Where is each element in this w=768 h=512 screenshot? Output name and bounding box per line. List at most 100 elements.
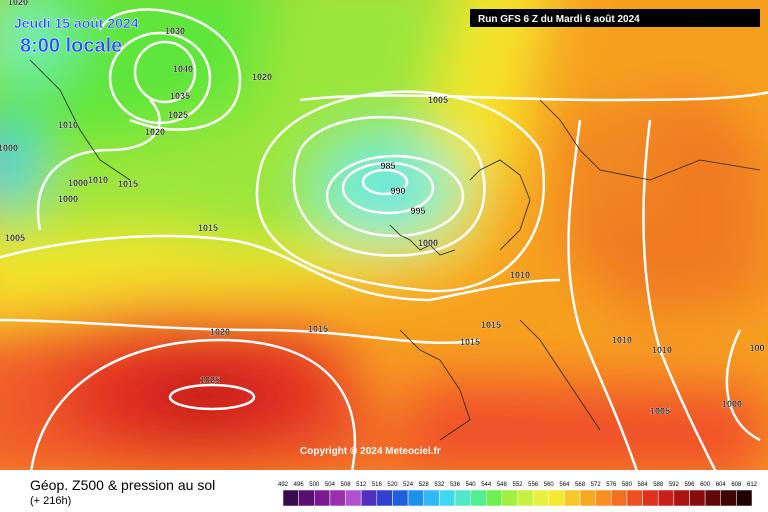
coastlines [29,59,761,441]
scale-cell [329,489,346,507]
scale-label: 548 [497,482,508,488]
isobar-label: 1035 [170,91,190,101]
scale-label: 500 [309,482,320,488]
scale-label: 576 [606,482,617,488]
scale-cell [423,489,440,507]
isobar-label: 1015 [118,179,138,189]
scale-cell [532,489,550,507]
scale-label: 592 [669,482,680,488]
scale-cell [611,489,628,507]
scale-label: 532 [434,482,445,488]
scale-label: 584 [638,482,649,488]
isobar-label: 990 [390,186,405,196]
isobar-label: 1005 [5,233,25,243]
scale-cell [298,489,315,507]
scale-cell [454,489,471,507]
isobar-label: 1015 [481,320,501,330]
isobar-label: 1025 [168,110,188,120]
time-text: 8:00 locale [20,35,122,57]
copyright: Copyright © 2024 Meteociel.fr [300,446,441,457]
isobar-label: 1000 [418,238,438,248]
scale-label: 552 [512,482,523,488]
scale-label: 600 [700,482,711,488]
scale-label: 504 [325,482,336,488]
scale-label: 608 [731,482,742,488]
isobar-label: 995 [410,206,425,216]
scale-label: 540 [466,482,477,488]
isobar-label: 1020 [210,327,230,337]
scale-cell [439,489,456,507]
scale-cell [517,489,534,507]
scale-label: 588 [653,482,664,488]
isobar-labels: 1020103010401035102510201010102010001000… [0,0,765,416]
scale-cell [626,489,643,507]
scale-label: 508 [341,482,352,488]
isobar-label: 1030 [165,26,185,36]
scale-label: 536 [450,482,461,488]
color-scale: 492 496 500 504 508 512 516 520 524 528 532 536 540 5… [278,482,758,507]
scale-label: 520 [387,482,398,488]
scale-label: 596 [684,482,695,488]
scale-cell [720,489,737,507]
scale-label: 572 [591,482,602,488]
scale-label: 512 [356,482,367,488]
isobar-label: 100 [749,343,764,353]
isobar-label: 1010 [88,175,108,185]
scale-cell [736,489,753,507]
scale-cell [392,489,409,507]
scale-cell [407,489,424,507]
isobar-label: 1015 [308,324,328,334]
scale-cell [376,489,393,507]
isobar-label: 1020 [145,127,165,137]
scale-label: 560 [544,482,555,488]
scale-label: 524 [403,482,414,488]
scale-cell [548,489,565,507]
footer-title: Géop. Z500 & pression au sol [30,477,215,493]
scale-cell [345,489,362,507]
scale-cell [704,489,721,507]
scale-cell [579,489,596,507]
isobar-label: 1010 [612,335,632,345]
isobar-label: 985 [380,161,395,171]
scale-label: 496 [294,482,305,488]
isobar-label: 1000 [722,399,742,409]
isobar-label: 1010 [58,120,78,130]
scale-label: 556 [528,482,539,488]
isobar-label: 1025 [200,375,220,385]
isobars [0,8,768,470]
isobar-label: 1010 [652,345,672,355]
isobar-label: 1010 [510,270,530,280]
scale-label: 544 [481,482,492,488]
scale-label: 528 [419,482,430,488]
scale-cell [314,489,331,507]
isobar-label: 1015 [460,337,480,347]
isobar-label: 1000 [58,194,78,204]
scale-label: 516 [372,482,383,488]
isobar-label: 1005 [650,406,670,416]
scale-cell [485,489,503,507]
date-text: Jeudi 15 août 2024 [14,15,139,31]
scale-label: 580 [622,482,633,488]
scale-cell [501,489,518,507]
isobar-label: 1040 [173,64,193,74]
scale-cell [673,489,690,507]
scale-cell [564,489,581,507]
field: 1020103010401035102510201010102010001000… [0,0,768,470]
footer-lead: (+ 216h) [30,495,71,507]
scale-cell [470,489,487,507]
run-text: Run GFS 6 Z du Mardi 6 août 2024 [478,14,640,25]
scale-cell [642,489,659,507]
isobar-label: 1020 [8,0,28,7]
scale-label: 568 [575,482,586,488]
scale-cell [657,489,675,507]
isobar-label: 1005 [428,95,448,105]
scale-cell [595,489,612,507]
isobar-label: 1020 [252,72,272,82]
isobar-label: 1015 [198,223,218,233]
scale-label: 492 [278,482,289,488]
scale-cell [360,489,378,507]
scale-label: 564 [559,482,570,488]
scale-label: 604 [716,482,727,488]
